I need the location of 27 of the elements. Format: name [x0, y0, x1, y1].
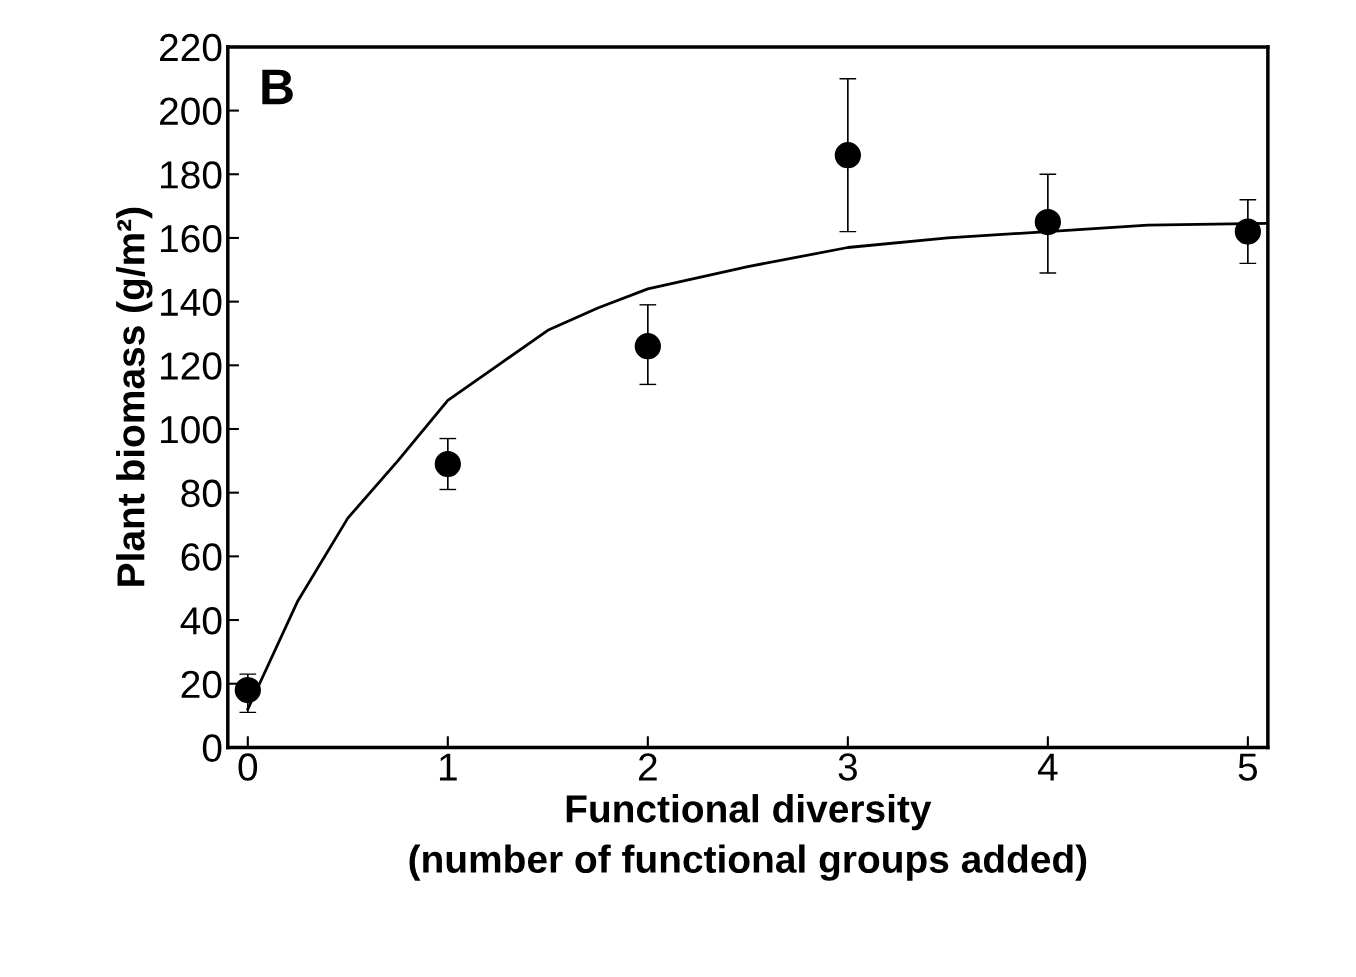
y-tick-label: 160 — [161, 224, 222, 253]
x-tick-label: 5 — [1238, 753, 1258, 781]
annotation: B — [262, 69, 293, 105]
y-tick-label: 80 — [181, 479, 222, 508]
x-tick-label: 4 — [1037, 753, 1058, 781]
y-tick-label: 200 — [160, 97, 222, 126]
y-axis-title: Plant biomass (g/m²) — [116, 207, 153, 586]
y-tick-label: 220 — [160, 33, 222, 62]
point — [834, 142, 861, 169]
x-tick-label: 2 — [638, 753, 657, 781]
y-tick-label: 140 — [161, 288, 222, 317]
y-tick-label: 40 — [180, 606, 222, 635]
y-tick-label: 20 — [181, 670, 222, 699]
point — [1034, 208, 1061, 236]
y-tick-label: 100 — [161, 415, 222, 444]
x-tick-label: 0 — [238, 753, 258, 781]
y-tick-label: 180 — [161, 161, 222, 189]
x-tick-label: 1 — [439, 753, 457, 781]
point — [634, 333, 661, 360]
y-tick-label: 60 — [181, 543, 222, 571]
y-tick-label: 120 — [161, 352, 222, 380]
x-axis-title: Functional diversity (number of functional groups added) — [409, 794, 1087, 881]
point — [434, 450, 461, 478]
y-tick-label: 0 — [202, 734, 222, 762]
x-tick-label: 3 — [838, 753, 857, 781]
point — [1234, 218, 1261, 245]
point — [234, 676, 261, 704]
